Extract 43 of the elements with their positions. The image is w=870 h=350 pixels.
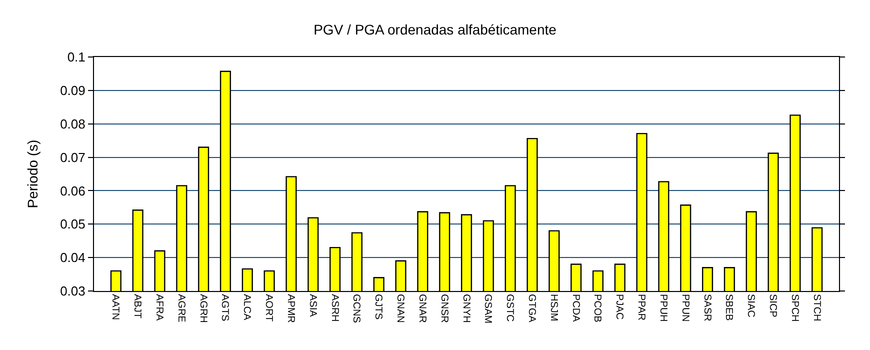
y-tick-label: 0.03 — [60, 284, 86, 299]
x-tick-label: SICP — [767, 294, 778, 318]
x-tick-label: STCH — [810, 294, 822, 322]
x-tick-label: GNAN — [394, 294, 406, 323]
y-axis-title: Periodo (s) — [24, 140, 41, 208]
x-tick-label: APMR — [284, 294, 296, 323]
x-tick-label: SASR — [701, 294, 712, 322]
x-tick-label: GSTC — [504, 294, 516, 322]
x-tick-label: PCOB — [592, 294, 603, 323]
y-tick-label: 0.07 — [60, 150, 86, 165]
y-tick-label: 0.09 — [60, 82, 86, 98]
x-tick-label: AGRH — [197, 294, 208, 323]
x-tick-label: SBEB — [723, 294, 734, 322]
x-tick-label: GJTS — [372, 294, 384, 320]
x-tick-label: GCNS — [350, 294, 362, 324]
x-tick-label: PCDA — [570, 294, 581, 322]
y-tick-label: 0.08 — [60, 116, 86, 132]
y-tick-label: 0.05 — [60, 216, 86, 232]
x-tick-label: ALCA — [241, 294, 252, 320]
x-tick-label: SIAC — [745, 294, 756, 318]
x-tick-label: GNAR — [416, 294, 428, 323]
x-tick-label: ABJT — [132, 294, 143, 318]
x-tick-label: HSJM — [548, 294, 559, 322]
x-tick-label: AFRA — [153, 294, 164, 321]
x-tick-label: GNYH — [460, 294, 472, 323]
x-tick-label: AGTS — [219, 294, 230, 322]
x-tick-label: AATN — [110, 294, 121, 320]
x-tick-label: GNSR — [438, 294, 450, 323]
chart-title: PGV / PGA ordenadas alfabéticamente — [314, 21, 557, 38]
y-tick-label: 0.1 — [67, 50, 86, 65]
x-tick-label: AORT — [263, 294, 274, 322]
x-tick-label: PPUN — [679, 294, 690, 322]
x-tick-label: PPUH — [657, 294, 668, 322]
x-tick-label: ASIA — [306, 294, 318, 318]
x-tick-label: SPCH — [788, 294, 800, 322]
x-tick-label: ASRH — [328, 294, 340, 322]
y-tick-label: 0.06 — [60, 183, 86, 198]
y-tick-label: 0.04 — [60, 250, 86, 266]
x-tick-label: PPAR — [636, 294, 647, 320]
x-tick-label: GTGA — [526, 294, 537, 323]
x-tick-label: GSAM — [482, 294, 494, 324]
x-tick-label: AGRE — [175, 294, 186, 323]
x-tick-label: PJAC — [614, 294, 625, 320]
